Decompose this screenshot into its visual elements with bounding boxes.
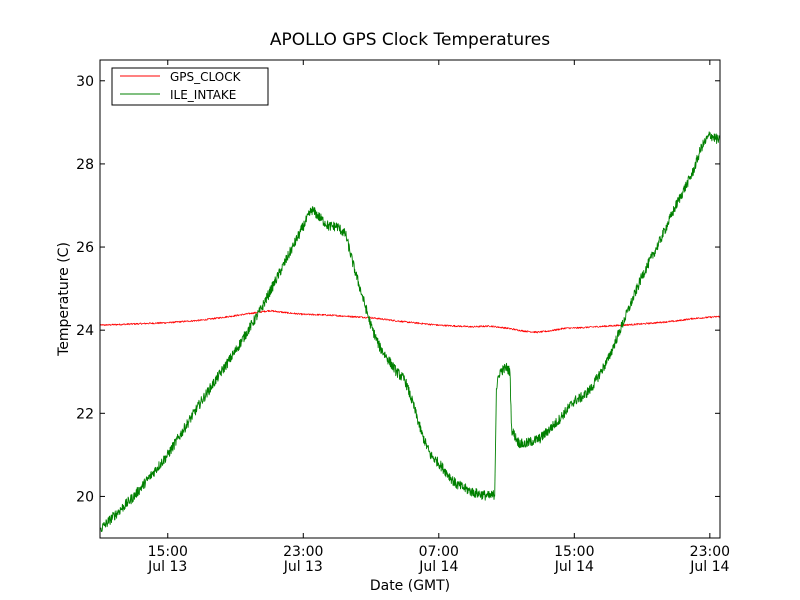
y-tick-label: 30 xyxy=(76,74,94,90)
y-tick-label: 20 xyxy=(76,489,94,505)
x-tick-date-label: Jul 14 xyxy=(689,559,729,575)
legend-label-ile-intake: ILE_INTAKE xyxy=(170,88,236,102)
series-line-ile-intake xyxy=(100,131,720,533)
y-tick-label: 26 xyxy=(76,240,94,256)
chart-title: APOLLO GPS Clock Temperatures xyxy=(270,30,550,50)
x-tick-date-label: Jul 13 xyxy=(147,559,187,575)
y-tick-label: 24 xyxy=(76,323,94,339)
x-tick-date-label: Jul 14 xyxy=(418,559,458,575)
x-tick-time-label: 07:00 xyxy=(419,544,459,560)
x-tick-time-label: 23:00 xyxy=(283,544,323,560)
legend-box xyxy=(111,67,269,106)
x-tick-date-label: Jul 14 xyxy=(554,559,594,575)
y-tick-label: 28 xyxy=(76,157,94,173)
legend: GPS_CLOCK ILE_INTAKE xyxy=(111,67,269,106)
y-axis-label: Temperature (C) xyxy=(56,242,72,357)
x-tick-time-label: 15:00 xyxy=(148,544,188,560)
x-axis-label: Date (GMT) xyxy=(370,578,450,594)
y-tick-label: 22 xyxy=(76,406,94,422)
series-line-gps-clock xyxy=(100,309,720,334)
plot-area-frame xyxy=(99,59,721,539)
x-tick-date-label: Jul 13 xyxy=(283,559,323,575)
x-tick-time-label: 15:00 xyxy=(554,544,594,560)
x-tick-time-label: 23:00 xyxy=(690,544,730,560)
legend-label-gps-clock: GPS_CLOCK xyxy=(170,70,242,84)
